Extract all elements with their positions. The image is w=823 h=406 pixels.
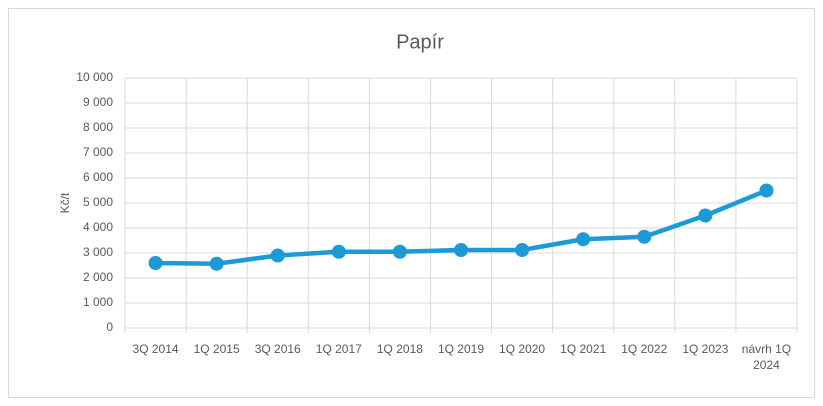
- data-point: [392, 244, 407, 259]
- y-tick-label: 10 000: [76, 70, 113, 84]
- x-tick-label: 1Q 2018: [376, 342, 423, 356]
- data-point: [209, 256, 224, 271]
- y-tick-label: 0: [106, 320, 113, 334]
- chart-title: Papír: [396, 31, 444, 53]
- x-tick-label: 1Q 2015: [193, 342, 240, 356]
- x-tick-label: 1Q 2023: [682, 342, 729, 356]
- y-tick-label: 9 000: [83, 95, 113, 109]
- data-point: [637, 229, 652, 244]
- y-tick-label: 1 000: [83, 295, 113, 309]
- x-tick-label: návrh 1Q 2024: [741, 342, 792, 372]
- data-point: [148, 256, 163, 270]
- data-point: [270, 248, 285, 263]
- data-point: [454, 243, 468, 257]
- x-tick-label: 3Q 2014: [132, 342, 179, 356]
- data-point: [759, 183, 774, 198]
- y-tick-label: 2 000: [83, 270, 113, 284]
- x-tick-label: 1Q 2020: [499, 342, 546, 356]
- y-tick-label: 4 000: [83, 220, 113, 234]
- data-point: [515, 243, 530, 257]
- y-tick-label: 8 000: [83, 120, 113, 134]
- data-point: [576, 232, 591, 247]
- data-point: [331, 244, 346, 259]
- x-tick-label: 1Q 2017: [315, 342, 362, 356]
- y-tick-label: 6 000: [83, 170, 113, 184]
- x-tick-label: 1Q 2019: [437, 342, 485, 356]
- x-tick-label: 1Q 2022: [621, 342, 668, 356]
- data-point: [698, 208, 713, 223]
- y-tick-label: 3 000: [83, 245, 113, 259]
- x-tick-label: 3Q 2016: [254, 342, 301, 356]
- y-tick-label: 5 000: [83, 195, 113, 209]
- y-axis-label: Kč/t: [58, 192, 72, 213]
- y-tick-label: 7 000: [83, 145, 113, 159]
- x-tick-label: 1Q 2021: [560, 342, 607, 356]
